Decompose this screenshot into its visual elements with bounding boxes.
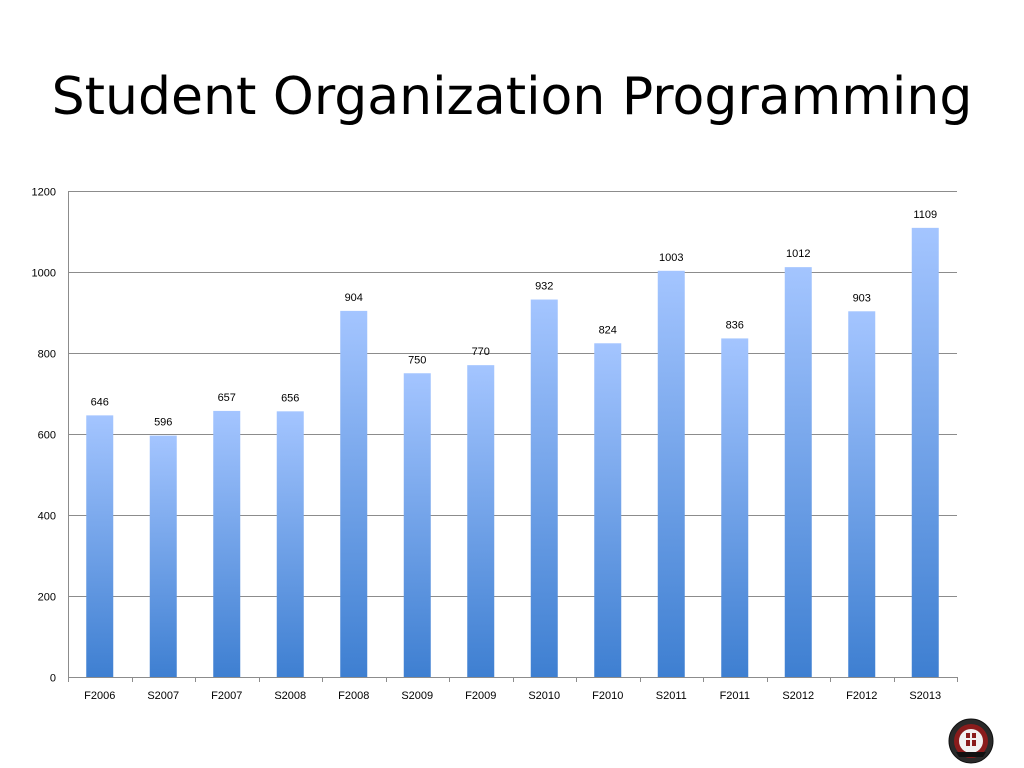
bar-f2011 [721, 338, 749, 677]
x-tick-label-f2009: F2009 [465, 690, 496, 702]
bar-f2006 [86, 415, 114, 677]
data-label-f2009: 770 [472, 346, 490, 358]
x-tick-label-s2008: S2008 [274, 690, 306, 702]
x-tick-label-f2012: F2012 [846, 690, 877, 702]
y-tick-label: 400 [38, 511, 56, 523]
bar-s2007 [149, 435, 177, 677]
data-label-f2006: 646 [91, 396, 109, 408]
bar-f2008 [340, 310, 368, 677]
bar-s2011 [657, 270, 685, 677]
y-tick-label: 600 [38, 430, 56, 442]
x-tick-label-s2009: S2009 [401, 690, 433, 702]
bar-f2010 [594, 343, 622, 677]
data-label-f2011: 836 [726, 319, 744, 331]
university-seal-logo [948, 718, 994, 764]
x-tick-label-f2007: F2007 [211, 690, 242, 702]
data-label-s2008: 656 [281, 392, 299, 404]
data-label-s2009: 750 [408, 354, 426, 366]
y-tick-label: 0 [50, 673, 56, 685]
data-label-s2012: 1012 [786, 248, 810, 260]
bars [86, 227, 939, 678]
bar-s2012 [784, 267, 812, 677]
y-tick-label: 1200 [32, 187, 56, 199]
x-tick-label-f2011: F2011 [720, 690, 750, 702]
x-tick-label-f2010: F2010 [592, 690, 623, 702]
x-tick-label-f2006: F2006 [84, 690, 115, 702]
bar-f2012 [848, 311, 876, 677]
y-tick-label: 1000 [32, 268, 56, 280]
data-label-f2007: 657 [218, 392, 236, 404]
bar-s2009 [403, 373, 431, 677]
y-axis-tick-labels: 0 200 400 600 800 1000 1200 [32, 187, 56, 685]
bar-f2007 [213, 410, 241, 677]
data-label-s2013: 1109 [913, 209, 937, 221]
bar-f2009 [467, 365, 495, 677]
slide-title: Student Organization Programming [51, 67, 973, 127]
x-axis-tick-labels: F2006 S2007 F2007 S2008 F2008 S2009 F2009 S2010… [84, 690, 941, 702]
data-label-f2012: 903 [853, 292, 871, 304]
x-tick-label-f2008: F2008 [338, 690, 369, 702]
data-label-s2011: 1003 [659, 252, 683, 264]
x-tick-label-s2010: S2010 [528, 690, 560, 702]
data-labels: 646 596 657 656 904 750 770 932 824 1003 836 1012 90… [91, 209, 938, 429]
bar-s2013 [911, 227, 939, 678]
x-tick-label-s2011: S2011 [656, 690, 687, 702]
y-tick-label: 200 [38, 592, 56, 604]
data-label-s2007: 596 [154, 417, 172, 429]
data-label-s2010: 932 [535, 281, 553, 293]
x-tick-label-s2007: S2007 [147, 690, 179, 702]
y-tick-label: 800 [38, 349, 56, 361]
gridlines [68, 191, 958, 682]
data-label-f2010: 824 [599, 324, 617, 336]
bar-s2008 [276, 411, 304, 677]
bar-s2010 [530, 299, 558, 677]
data-label-f2008: 904 [345, 292, 363, 304]
x-tick-label-s2012: S2012 [782, 690, 814, 702]
x-tick-label-s2013: S2013 [909, 690, 941, 702]
